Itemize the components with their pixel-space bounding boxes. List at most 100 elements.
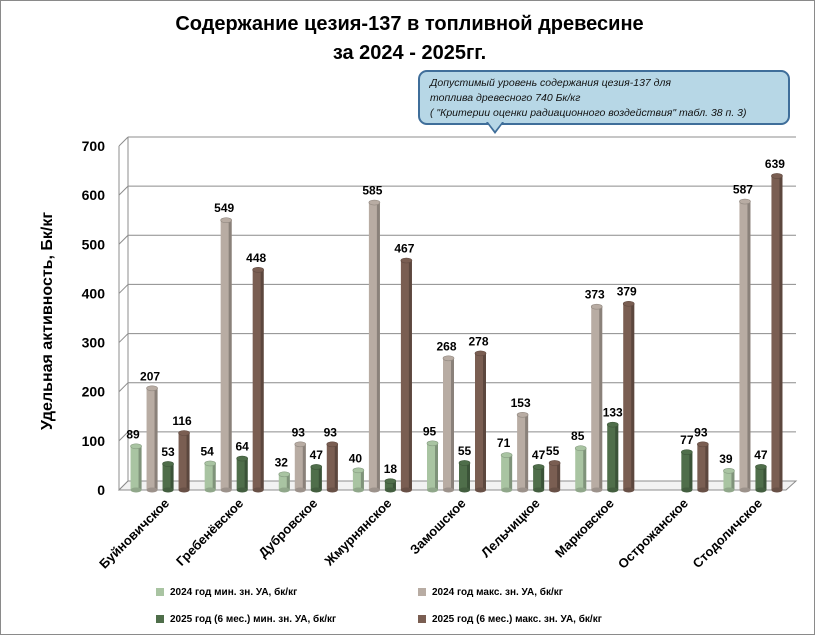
bar-shade [747, 201, 751, 490]
bar-shade [557, 462, 561, 490]
bar-cap [278, 471, 291, 478]
bar-base [755, 487, 767, 493]
bar-shade [138, 446, 142, 490]
bar [130, 446, 142, 490]
bar-base [294, 487, 306, 493]
bar-cap [500, 452, 513, 458]
bar-base [681, 487, 693, 493]
y-tick-label: 500 [82, 236, 106, 252]
bar-value-label: 39 [719, 452, 733, 466]
gridline-side [118, 333, 129, 343]
bar-base [549, 487, 561, 493]
bar [533, 466, 545, 490]
bar-value-label: 32 [275, 455, 289, 469]
bar-value-label: 18 [384, 462, 398, 476]
y-tick-label: 200 [82, 384, 106, 400]
bar-shade [599, 306, 603, 490]
bar-shade [689, 452, 693, 490]
bar-cap [252, 267, 264, 273]
bar [236, 458, 248, 490]
bar-base [278, 487, 290, 493]
bar-base [475, 487, 486, 493]
bar-shade [360, 470, 364, 490]
bar-base [607, 487, 619, 493]
bar-value-label: 207 [140, 369, 160, 383]
bar-cap [516, 412, 529, 418]
bar-cap [574, 445, 587, 452]
y-tick-label: 300 [82, 335, 106, 351]
bar [755, 466, 767, 490]
bar-cap [697, 441, 709, 448]
chart-floor [117, 480, 798, 491]
x-tick-label: Марковское [552, 496, 617, 561]
bar-shade [260, 269, 264, 490]
gridline-side [118, 185, 129, 196]
annotation-callout-tail-fill [488, 122, 502, 131]
bar [204, 463, 216, 490]
bar-value-label: 133 [603, 406, 623, 420]
bar-shade [631, 303, 635, 490]
bar-base [575, 487, 587, 493]
bar-shade [302, 444, 306, 490]
bar [591, 306, 603, 490]
bar [607, 424, 619, 490]
bar-base [352, 487, 364, 493]
bar-value-label: 93 [324, 425, 338, 439]
bar-value-label: 549 [214, 201, 234, 215]
bar-shade [286, 474, 290, 490]
bar-cap [739, 198, 751, 205]
bar-base [443, 487, 454, 493]
bar-value-label: 89 [126, 427, 140, 441]
annotation-line-3: ( "Критерии оценки радиационного воздейс… [430, 107, 747, 119]
bar-cap [548, 460, 561, 466]
x-tick-label: Острожанское [615, 496, 691, 572]
bar-cap [294, 441, 307, 448]
bar-shade [212, 463, 216, 490]
y-tick-label: 400 [82, 285, 106, 301]
bar [517, 414, 529, 490]
bar [459, 462, 470, 490]
bar-cap [368, 199, 381, 206]
bar-shade [318, 466, 322, 490]
bar [252, 269, 264, 490]
bar-shade [731, 470, 735, 490]
bar-base [236, 487, 248, 493]
bar-value-label: 116 [172, 414, 192, 428]
chart-title-line-1: Содержание цезия-137 в топливной древеси… [175, 13, 644, 35]
bar-base [771, 487, 783, 493]
bar-value-label: 585 [362, 184, 382, 198]
bar [771, 175, 783, 490]
gridline-side [118, 136, 129, 147]
bar-cap [771, 173, 783, 179]
bar-base [591, 487, 603, 493]
bar-shade [483, 353, 486, 490]
bar [400, 260, 412, 490]
annotation-line-1: Допустимый уровень содержания цезия-137 … [430, 77, 671, 89]
bar-cap [220, 217, 232, 224]
bar-base [326, 487, 338, 493]
bar-base [146, 487, 158, 493]
bar-cap [426, 440, 439, 447]
bar-shade [186, 432, 190, 490]
bar-cap [130, 443, 142, 450]
bar-value-label: 53 [161, 445, 175, 459]
y-tick-label: 100 [82, 433, 106, 449]
bar [501, 455, 513, 490]
bar-base [204, 487, 216, 493]
x-tick-label: Стодоличское [690, 496, 765, 571]
bar [352, 470, 364, 490]
bar-cap [442, 355, 455, 362]
bar-shade [705, 444, 709, 490]
bar [146, 388, 158, 490]
bar-shade [376, 202, 380, 490]
bar-shade [763, 466, 767, 490]
bar-base [400, 487, 412, 493]
bar-cap [723, 468, 735, 474]
bar-shade [583, 448, 587, 490]
gridline-side [118, 382, 129, 393]
bar-base [130, 487, 142, 493]
bar-value-label: 55 [458, 444, 472, 458]
bar-value-label: 95 [423, 424, 437, 438]
bar-value-label: 379 [617, 285, 637, 299]
bar-value-label: 54 [200, 444, 214, 458]
